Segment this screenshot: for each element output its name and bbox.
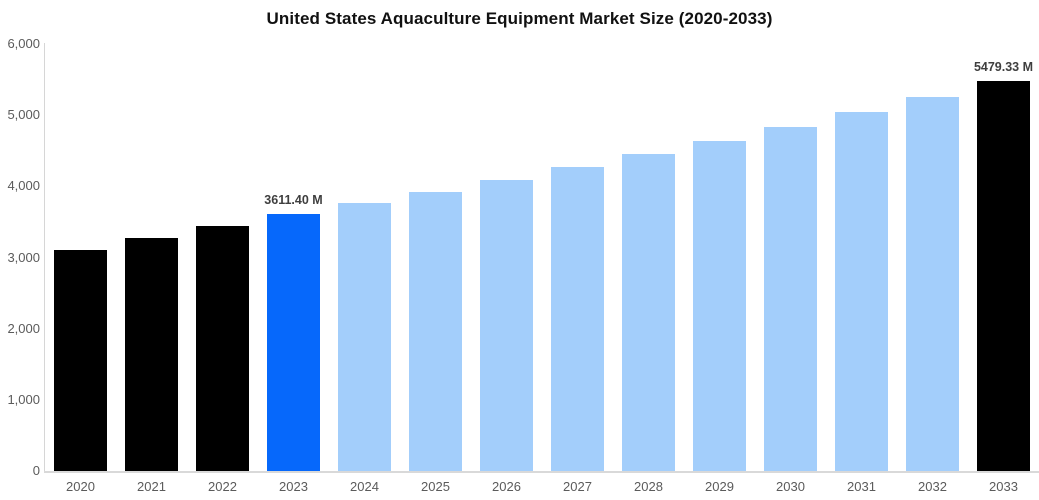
x-axis-label-2029: 2029 xyxy=(705,479,734,494)
data-label-2033: 5479.33 M xyxy=(973,60,1034,75)
bar-2033[interactable] xyxy=(977,81,1030,471)
y-tick-label: 0 xyxy=(32,463,40,478)
bar-2032[interactable] xyxy=(906,96,959,471)
x-axis-label-2021: 2021 xyxy=(137,479,166,494)
y-tick-label: 4,000 xyxy=(7,178,40,194)
bar-2022[interactable] xyxy=(196,226,249,471)
y-tick-label: 3,000 xyxy=(7,249,40,265)
x-axis-label-2030: 2030 xyxy=(776,479,805,494)
x-axis-label-2023: 2023 xyxy=(279,479,308,494)
x-axis-label-2025: 2025 xyxy=(421,479,450,494)
x-axis-label-2031: 2031 xyxy=(847,479,876,494)
bar-2029[interactable] xyxy=(693,140,746,471)
bar-2031[interactable] xyxy=(835,112,888,471)
x-axis-label-2027: 2027 xyxy=(563,479,592,494)
bar-2026[interactable] xyxy=(480,179,533,471)
bar-2030[interactable] xyxy=(764,126,817,471)
x-axis-label-2024: 2024 xyxy=(350,479,379,494)
x-axis-label-2028: 2028 xyxy=(634,479,663,494)
y-tick-label: 6,000 xyxy=(7,36,40,51)
data-label-2023: 3611.40 M xyxy=(264,192,323,207)
bar-2020[interactable] xyxy=(54,249,107,471)
chart-title: United States Aquaculture Equipment Mark… xyxy=(266,9,773,28)
bar-2028[interactable] xyxy=(622,154,675,471)
y-axis-line xyxy=(44,43,45,472)
x-axis-label-2033: 2033 xyxy=(989,479,1018,494)
x-axis-label-2022: 2022 xyxy=(208,479,237,494)
y-tick-label: 5,000 xyxy=(7,107,40,123)
x-axis-line xyxy=(44,471,1039,473)
bar-2021[interactable] xyxy=(125,237,178,471)
x-axis-label-2020: 2020 xyxy=(66,479,95,494)
y-tick-label: 2,000 xyxy=(7,320,40,336)
x-axis-label-2026: 2026 xyxy=(492,479,521,494)
x-axis-label-2032: 2032 xyxy=(918,479,947,494)
y-tick-label: 1,000 xyxy=(7,391,40,407)
bar-2024[interactable] xyxy=(338,203,391,471)
bar-2025[interactable] xyxy=(409,191,462,471)
bar-2027[interactable] xyxy=(551,167,604,471)
bar-2023[interactable] xyxy=(267,213,320,471)
